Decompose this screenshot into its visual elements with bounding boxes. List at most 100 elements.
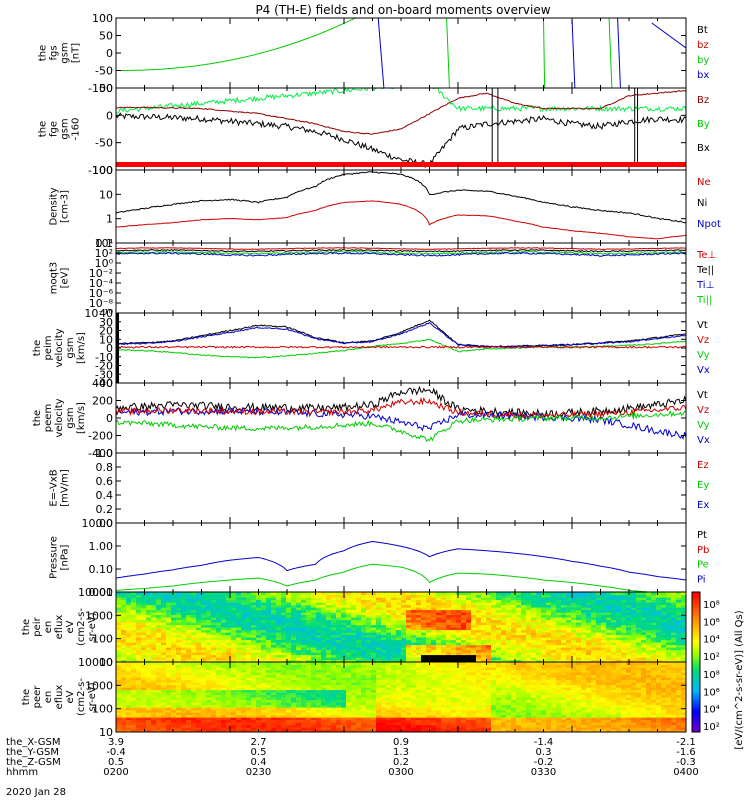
spectrogram-cell (176, 647, 182, 651)
spectrogram-cell (416, 619, 422, 623)
spectrogram-cell (146, 719, 152, 723)
spectrogram-cell (116, 602, 122, 606)
spectrogram-cell (651, 652, 657, 656)
spectrogram-cell (656, 654, 662, 658)
spectrogram-cell (611, 597, 617, 601)
spectrogram-cell (271, 644, 277, 648)
spectrogram-cell (186, 682, 192, 686)
spectrogram-cell (471, 607, 477, 611)
spectrogram-cell (341, 612, 347, 616)
spectrogram-cell (281, 649, 287, 653)
spectrogram-cell (676, 594, 682, 598)
spectrogram-cell (126, 727, 132, 731)
spectrogram-cell (611, 604, 617, 608)
spectrogram-cell (236, 654, 242, 658)
spectrogram-cell (116, 709, 122, 713)
spectrogram-cell (391, 639, 397, 643)
spectrogram-cell (186, 627, 192, 631)
spectrogram-cell (481, 632, 487, 636)
spectrogram-cell (591, 622, 597, 626)
spectrogram-cell (126, 632, 132, 636)
spectrogram-cell (296, 652, 302, 656)
spectrogram-cell (391, 604, 397, 608)
spectrogram-cell (201, 637, 207, 641)
spectrogram-cell (681, 652, 686, 656)
spectrogram-cell (526, 607, 532, 611)
spectrogram-cell (441, 609, 447, 613)
spectrogram-cell (376, 644, 382, 648)
legend-entry: Bx (697, 143, 710, 154)
spectrogram-cell (371, 622, 377, 626)
spectrogram-cell (271, 609, 277, 613)
spectrogram-cell (231, 639, 237, 643)
spectrogram-cell (271, 622, 277, 626)
spectrogram-cell (451, 602, 457, 606)
spectrogram-cell (631, 637, 637, 641)
spectrogram-cell (206, 617, 212, 621)
spectrogram-cell (241, 712, 247, 716)
spectrogram-cell (176, 639, 182, 643)
spectrogram-cell (536, 654, 542, 658)
spectrogram-cell (606, 624, 612, 628)
spectrogram-cell (206, 629, 212, 633)
spectrogram-cell (581, 659, 587, 662)
spectrogram-cell (631, 612, 637, 616)
spectrogram-cell (541, 629, 547, 633)
spectrogram-cell (136, 602, 142, 606)
spectrogram-cell (311, 707, 317, 711)
spectrogram-cell (236, 702, 242, 706)
spectrogram-cell (531, 657, 537, 661)
spectrogram-cell (581, 612, 587, 616)
spectrogram-cell (366, 624, 372, 628)
spectrogram-cell (266, 594, 272, 598)
spectrogram-cell (256, 607, 262, 611)
spectrogram-cell (436, 659, 442, 662)
spectrogram-cell (341, 627, 347, 631)
spectrogram-cell (296, 697, 302, 701)
spectrogram-cell (386, 642, 392, 646)
spectrogram-cell (646, 622, 652, 626)
spectrogram-cell (221, 614, 227, 618)
y-tick-label: 10 (99, 656, 113, 669)
spectrogram-cell (676, 629, 682, 633)
spectrogram-cell (641, 602, 647, 606)
spectrogram-cell (216, 637, 222, 641)
spectrogram-cell (186, 689, 192, 693)
spectrogram-cell (221, 697, 227, 701)
spectrogram-cell (146, 652, 152, 656)
spectrogram-cell (196, 719, 202, 723)
spectrogram-cell (486, 657, 492, 661)
spectrogram-cell (166, 637, 172, 641)
spectrogram-cell (666, 604, 672, 608)
spectrogram-cell (296, 727, 302, 731)
spectrogram-cell (121, 729, 127, 732)
spectrogram-cell (656, 607, 662, 611)
spectrogram-cell (676, 617, 682, 621)
spectrogram-cell (401, 632, 407, 636)
spectrogram-cell (646, 614, 652, 618)
spectrogram-cell (171, 709, 177, 713)
spectrogram-cell (556, 602, 562, 606)
spectrogram-cell (186, 702, 192, 706)
spectrogram-cell (356, 612, 362, 616)
spectrogram-cell (126, 644, 132, 648)
spectrogram-cell (671, 652, 677, 656)
spectrogram-cell (276, 682, 282, 686)
spectrogram-cell (236, 652, 242, 656)
legend-entry: Ne (697, 177, 711, 188)
spectrogram-cell (411, 592, 417, 596)
spectrogram-cell (551, 617, 557, 621)
spectrogram-cell (481, 627, 487, 631)
spectrogram-cell (216, 592, 222, 596)
spectrogram-cell (531, 614, 537, 618)
spectrogram-cell (306, 617, 312, 621)
spectrogram-cell (136, 662, 142, 666)
spectrogram-cell (181, 634, 187, 638)
spectrogram-cell (481, 644, 487, 648)
spectrogram-cell (136, 614, 142, 618)
spectrogram-cell (226, 609, 232, 613)
spectrogram-cell (286, 719, 292, 723)
spectrogram-cell (251, 624, 257, 628)
spectrogram-cell (466, 637, 472, 641)
spectrogram-cell (506, 649, 512, 653)
